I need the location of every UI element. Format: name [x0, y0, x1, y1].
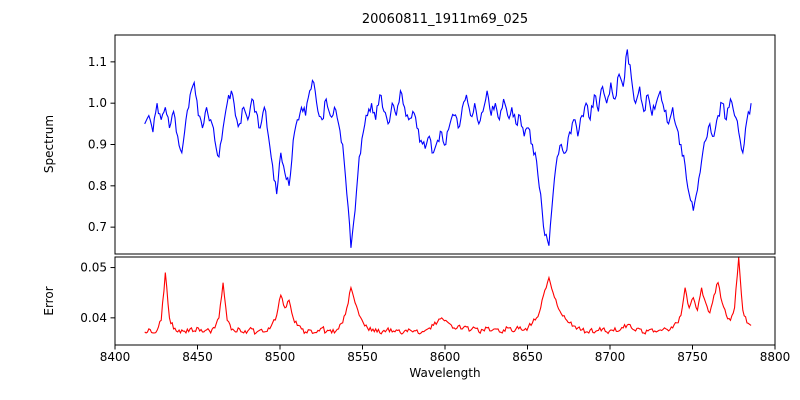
x-tick-label: 8500 — [265, 350, 296, 364]
x-tick-label: 8550 — [347, 350, 378, 364]
x-tick-label: 8600 — [430, 350, 461, 364]
y-axis-label-error: Error — [42, 286, 56, 316]
x-axis-label: Wavelength — [409, 366, 481, 380]
y-axis-label-spectrum: Spectrum — [42, 114, 56, 174]
y-tick-label: 1.1 — [88, 55, 107, 69]
x-tick-label: 8700 — [595, 350, 626, 364]
error-line — [144, 257, 752, 336]
y-tick-label: 1.0 — [88, 96, 107, 110]
x-tick-label: 8800 — [760, 350, 791, 364]
y-tick-label: 0.9 — [88, 138, 107, 152]
axes-box-error — [114, 256, 776, 346]
x-tick-label: 8450 — [182, 350, 213, 364]
chart-title: 20060811_1911m69_025 — [361, 12, 529, 27]
x-tick-label: 8400 — [100, 350, 131, 364]
x-tick-label: 8650 — [512, 350, 543, 364]
y-tick-label: 0.04 — [80, 311, 107, 325]
y-tick-label: 0.8 — [88, 179, 107, 193]
y-tick-label: 0.05 — [80, 261, 107, 275]
y-tick-label: 0.7 — [88, 220, 107, 234]
x-tick-label: 8750 — [677, 350, 708, 364]
spectrum-line — [144, 49, 752, 248]
